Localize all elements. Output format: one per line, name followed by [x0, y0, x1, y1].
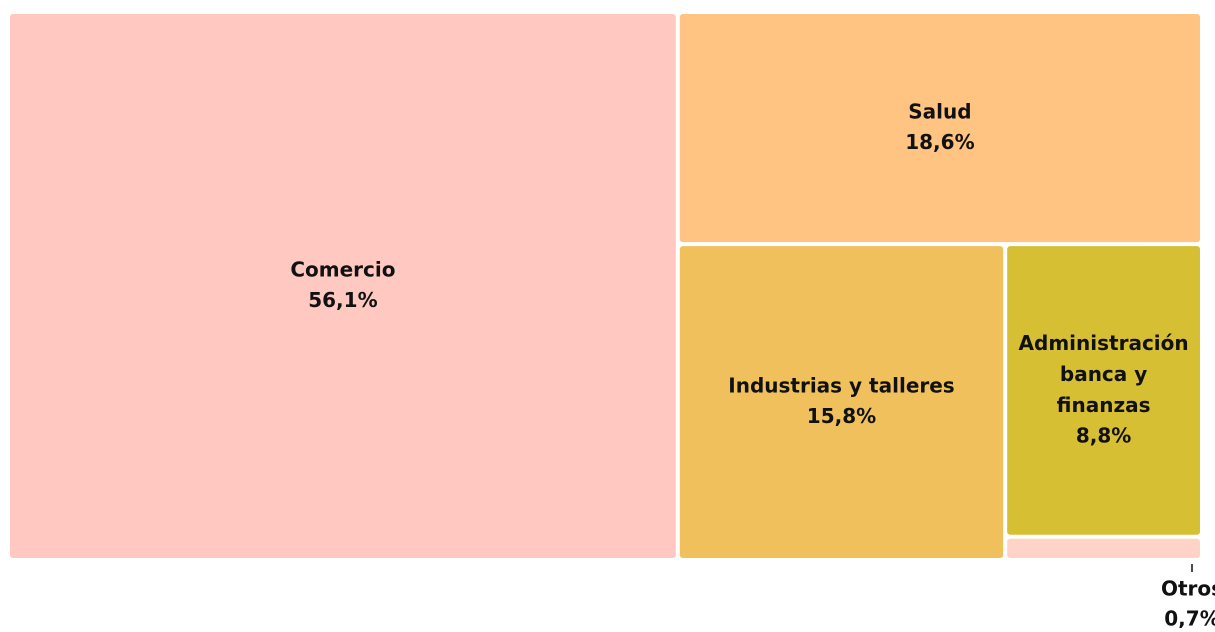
tile [679, 246, 1004, 558]
tile-name-line: Salud [908, 99, 971, 123]
tile-name: Otros [1161, 577, 1215, 601]
tile-name-line: banca y [1060, 361, 1147, 385]
tile-value: 15,8% [807, 404, 876, 428]
tile-name: Salud [908, 99, 971, 123]
tile-name-line: finanzas [1057, 392, 1151, 416]
tile-name-line: Administración [1019, 330, 1189, 354]
tile-name-line: Comercio [290, 257, 395, 281]
tile [1007, 246, 1200, 535]
tile [10, 14, 676, 558]
tile [679, 14, 1200, 243]
tile-name: Industrias y talleres [728, 373, 954, 397]
tile [1007, 538, 1200, 558]
tile-name-line: Industrias y talleres [728, 373, 954, 397]
tile-value: 0,7% [1164, 607, 1215, 629]
tile-name: Comercio [290, 257, 395, 281]
tile-value: 18,6% [905, 130, 974, 154]
tile-name: Administración banca y finanzas [1019, 330, 1189, 416]
tile-value: 8,8% [1076, 423, 1131, 447]
tile-value: 56,1% [308, 288, 377, 312]
